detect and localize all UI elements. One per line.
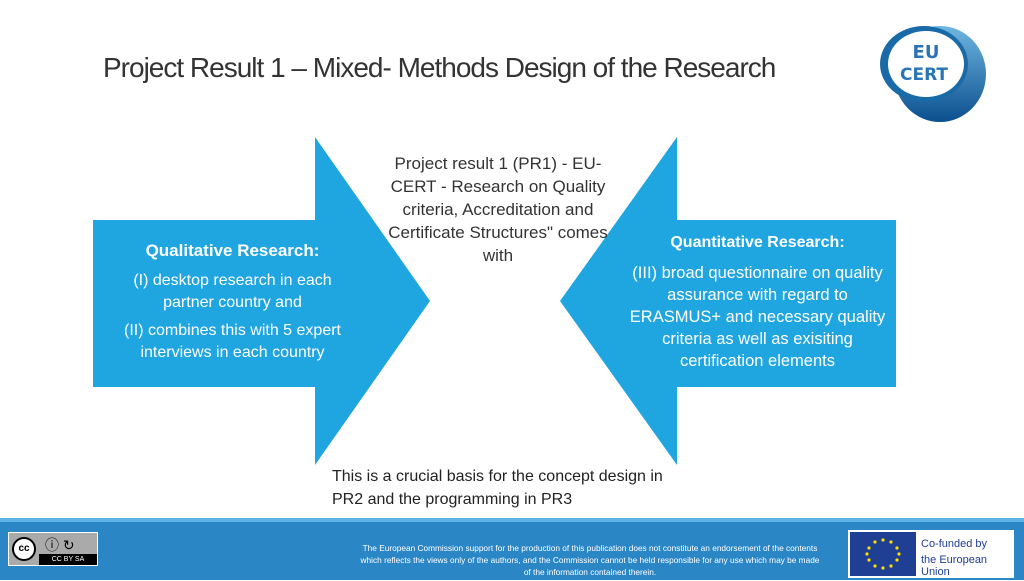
page-title: Project Result 1 – Mixed- Methods Design… bbox=[103, 52, 776, 83]
svg-text:CERT: CERT bbox=[900, 65, 948, 85]
cc-by-sa-badge: cc ⓘ ↻ CC BY SA bbox=[8, 532, 98, 566]
quantitative-arrow bbox=[560, 137, 896, 465]
disclaimer: The European Commission support for the … bbox=[360, 543, 820, 577]
bottom-text: This is a crucial basis for the concept … bbox=[332, 468, 663, 508]
qualitative-arrow bbox=[93, 137, 430, 465]
eu-line-1: Co-funded by bbox=[921, 538, 988, 550]
eu-flag-icon bbox=[850, 532, 916, 576]
quantitative-heading: Quantitative Research: bbox=[670, 234, 845, 251]
qualitative-item: (I) desktop research in each partner cou… bbox=[133, 272, 332, 311]
quantitative-item: (III) broad questionnaire on quality ass… bbox=[629, 264, 886, 370]
license-label: CC BY SA bbox=[39, 554, 97, 565]
by-sa-icons: ⓘ ↻ bbox=[45, 537, 75, 553]
qualitative-item: (II) combines this with 5 expert intervi… bbox=[124, 322, 341, 361]
footer: cc ⓘ ↻ CC BY SA The European Commission … bbox=[0, 518, 1024, 580]
svg-text:EU: EU bbox=[913, 42, 940, 63]
cc-icon: cc bbox=[12, 537, 36, 561]
eu-line-2: the European Union bbox=[921, 554, 988, 578]
center-text: Project result 1 (PR1) - EU-CERT - Resea… bbox=[388, 154, 608, 265]
eu-cert-logo: EU CERT bbox=[880, 26, 986, 122]
eu-cofunded-badge: Co-funded by the European Union bbox=[848, 530, 1014, 578]
qualitative-heading: Qualitative Research: bbox=[145, 241, 320, 260]
